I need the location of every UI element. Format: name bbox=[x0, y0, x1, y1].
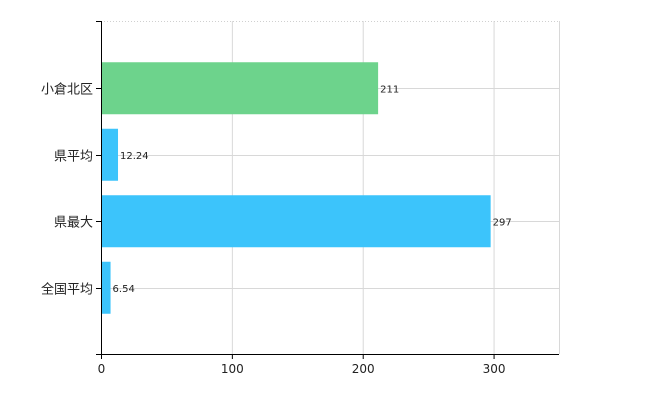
category-label-1: 県平均 bbox=[54, 150, 93, 165]
x-tick-label-200: 200 bbox=[352, 362, 375, 376]
data-label-2: 297 bbox=[493, 217, 512, 228]
data-label-0: 211 bbox=[380, 84, 399, 95]
x-tick-label-100: 100 bbox=[221, 362, 244, 376]
data-label-3: 6.54 bbox=[113, 284, 135, 295]
data-label-1: 12.24 bbox=[120, 151, 149, 162]
bar-2 bbox=[102, 195, 491, 248]
category-label-2: 県最大 bbox=[54, 216, 93, 231]
bar-0 bbox=[102, 62, 379, 115]
axes bbox=[96, 21, 559, 359]
x-tick-label-0: 0 bbox=[98, 362, 106, 376]
category-label-0: 小倉北区 bbox=[41, 83, 93, 98]
bar-3 bbox=[102, 261, 111, 314]
bar-1 bbox=[102, 128, 119, 181]
bars bbox=[102, 62, 491, 314]
x-tick-label-300: 300 bbox=[483, 362, 506, 376]
category-label-3: 全国平均 bbox=[41, 282, 93, 298]
